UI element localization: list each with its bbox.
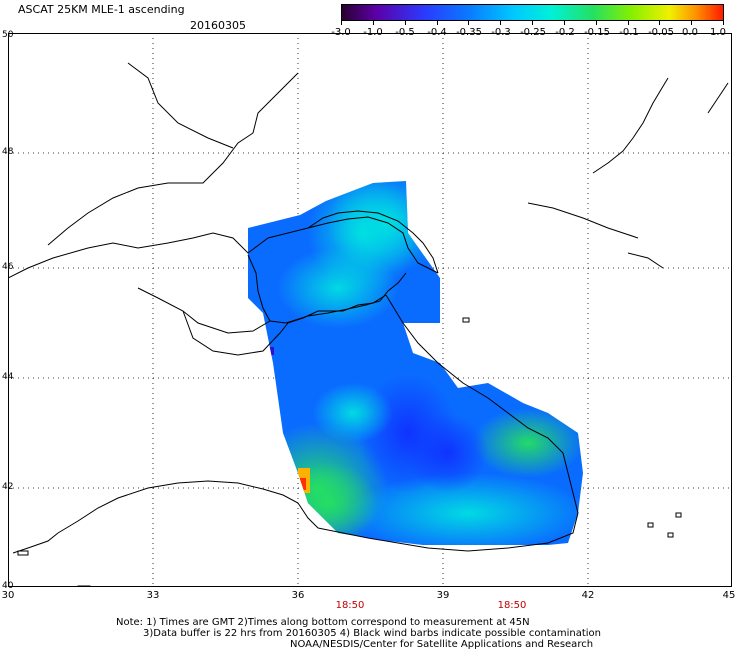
colorbar-tick bbox=[500, 21, 501, 25]
lat-label: 50 bbox=[2, 30, 14, 40]
colorbar-tick bbox=[659, 21, 660, 25]
lat-label: 48 bbox=[2, 147, 14, 157]
colorbar-tick bbox=[628, 21, 629, 25]
colorbar-tick bbox=[564, 21, 565, 25]
colorbar-label: -0.05 bbox=[648, 27, 674, 38]
pass-time-label: 18:50 bbox=[335, 600, 365, 611]
colorbar-tick bbox=[373, 21, 374, 25]
lon-label: 42 bbox=[581, 590, 595, 601]
colorbar-tick bbox=[468, 21, 469, 25]
colorbar-label: 0.0 bbox=[682, 27, 698, 38]
colorbar-tick bbox=[437, 21, 438, 25]
colorbar-label: -0.2 bbox=[555, 27, 575, 38]
colorbar-label: -1.0 bbox=[363, 27, 383, 38]
lon-label: 33 bbox=[146, 590, 160, 601]
colorbar-label: 1.0 bbox=[710, 27, 726, 38]
colorbar-label: -3.0 bbox=[331, 27, 351, 38]
lat-label: 40 bbox=[2, 581, 14, 591]
lat-label: 42 bbox=[2, 482, 14, 492]
colorbar-label: -0.1 bbox=[619, 27, 639, 38]
colorbar-label: -0.15 bbox=[584, 27, 610, 38]
lon-label: 30 bbox=[1, 590, 15, 601]
colorbar-label: -0.4 bbox=[427, 27, 447, 38]
colorbar-tick bbox=[532, 21, 533, 25]
lat-label: 44 bbox=[2, 372, 14, 382]
pass-time-label: 18:50 bbox=[497, 600, 527, 611]
lon-label: 45 bbox=[722, 590, 736, 601]
coastline bbox=[8, 62, 729, 587]
colorbar-label: -0.25 bbox=[520, 27, 546, 38]
graticule bbox=[8, 33, 732, 587]
colorbar-label: -0.35 bbox=[456, 27, 482, 38]
map-canvas bbox=[8, 33, 732, 587]
colorbar-tick bbox=[341, 21, 342, 25]
colorbar-tick bbox=[723, 21, 724, 25]
note-line-1: Note: 1) Times are GMT 2)Times along bot… bbox=[116, 617, 530, 628]
colorbar bbox=[341, 4, 724, 21]
lat-label: 46 bbox=[2, 262, 14, 272]
product-title: ASCAT 25KM MLE-1 ascending bbox=[18, 3, 185, 16]
colorbar-tick bbox=[691, 21, 692, 25]
product-date: 20160305 bbox=[190, 19, 246, 32]
colorbar-tick bbox=[596, 21, 597, 25]
lon-label: 36 bbox=[291, 590, 305, 601]
note-line-2: 3)Data buffer is 22 hrs from 20160305 4)… bbox=[143, 628, 601, 639]
map-frame bbox=[8, 33, 732, 587]
wind-data-swath bbox=[248, 181, 583, 545]
lon-label: 39 bbox=[436, 590, 450, 601]
colorbar-label: -0.3 bbox=[491, 27, 511, 38]
note-line-3: NOAA/NESDIS/Center for Satellite Applica… bbox=[290, 639, 594, 650]
colorbar-label: -0.5 bbox=[395, 27, 415, 38]
colorbar-tick bbox=[405, 21, 406, 25]
